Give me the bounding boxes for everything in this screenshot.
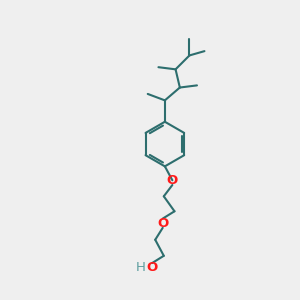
Text: O: O xyxy=(157,217,168,230)
Text: H: H xyxy=(136,261,146,274)
Text: O: O xyxy=(167,174,178,187)
Text: O: O xyxy=(146,261,158,274)
